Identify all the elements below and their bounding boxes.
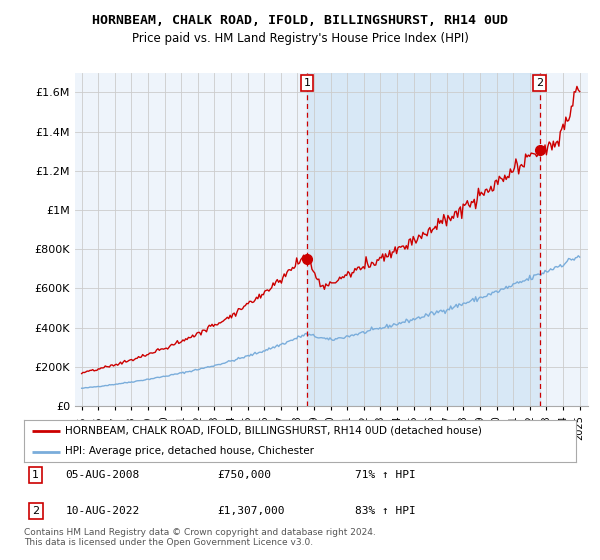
Bar xyxy=(307,73,539,406)
Text: 1: 1 xyxy=(32,470,39,480)
Text: 05-AUG-2008: 05-AUG-2008 xyxy=(65,470,140,480)
Text: Price paid vs. HM Land Registry's House Price Index (HPI): Price paid vs. HM Land Registry's House … xyxy=(131,32,469,45)
Text: HORNBEAM, CHALK ROAD, IFOLD, BILLINGSHURST, RH14 0UD: HORNBEAM, CHALK ROAD, IFOLD, BILLINGSHUR… xyxy=(92,14,508,27)
Text: 2: 2 xyxy=(536,78,543,88)
Text: HPI: Average price, detached house, Chichester: HPI: Average price, detached house, Chic… xyxy=(65,446,314,456)
Text: 10-AUG-2022: 10-AUG-2022 xyxy=(65,506,140,516)
Text: HORNBEAM, CHALK ROAD, IFOLD, BILLINGSHURST, RH14 0UD (detached house): HORNBEAM, CHALK ROAD, IFOLD, BILLINGSHUR… xyxy=(65,426,482,436)
Text: 1: 1 xyxy=(304,78,311,88)
Text: £1,307,000: £1,307,000 xyxy=(217,506,285,516)
Text: 2: 2 xyxy=(32,506,40,516)
Text: 83% ↑ HPI: 83% ↑ HPI xyxy=(355,506,416,516)
Text: Contains HM Land Registry data © Crown copyright and database right 2024.
This d: Contains HM Land Registry data © Crown c… xyxy=(24,528,376,547)
Text: £750,000: £750,000 xyxy=(217,470,271,480)
Text: 71% ↑ HPI: 71% ↑ HPI xyxy=(355,470,416,480)
